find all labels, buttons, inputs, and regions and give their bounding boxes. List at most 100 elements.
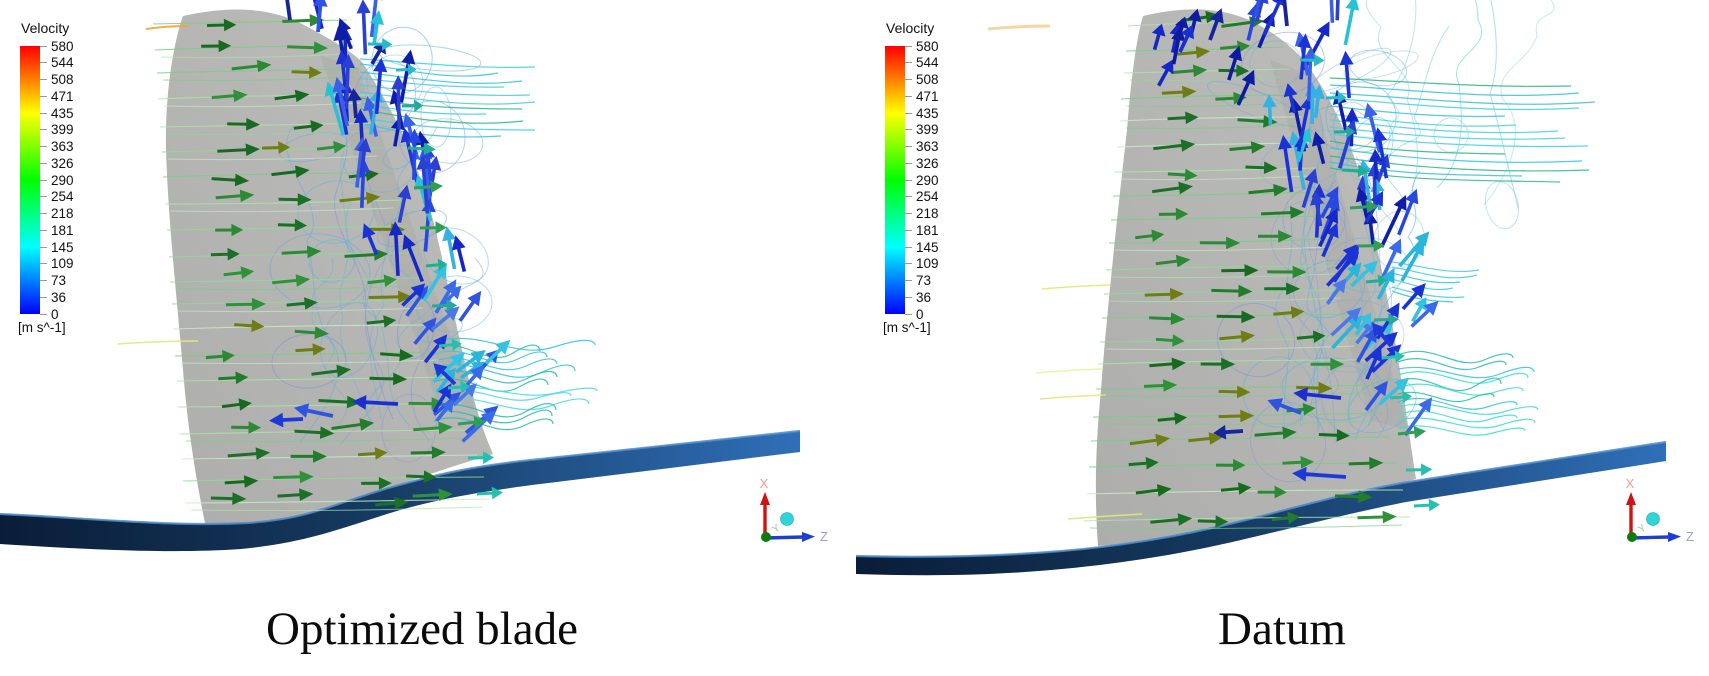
triad-y-label: Y xyxy=(770,522,782,535)
tick-value: 435 xyxy=(916,105,939,121)
tick-value: 508 xyxy=(51,72,74,87)
tick-value: 0 xyxy=(51,306,59,322)
tick-value: 580 xyxy=(51,38,74,54)
triad-z-label: Z xyxy=(820,529,828,544)
legend-tick: 471 xyxy=(905,88,939,104)
tick-dash xyxy=(40,263,47,265)
tick-dash xyxy=(40,229,47,231)
legend-tick: 290 xyxy=(40,172,74,188)
legend-tick: 36 xyxy=(40,289,66,305)
tick-value: 544 xyxy=(916,55,939,71)
legend-tick: 73 xyxy=(40,273,66,289)
triad-x-label: X xyxy=(760,476,769,491)
tick-dash xyxy=(905,112,912,114)
legend-tick: 254 xyxy=(905,189,939,205)
tick-value: 399 xyxy=(916,122,939,138)
triad-z-label: Z xyxy=(1686,529,1694,544)
tick-dash xyxy=(905,280,912,281)
tick-dash xyxy=(905,246,912,248)
caption-datum: Datum xyxy=(1218,603,1346,655)
legend-tick: 508 xyxy=(905,72,939,88)
tick-dash xyxy=(905,129,912,131)
tick-dash xyxy=(40,146,47,147)
tick-value: 218 xyxy=(51,206,74,221)
tick-value: 544 xyxy=(51,55,74,71)
colorbar-legend-right: Velocity 580 544 508 471 435 399 363 326 290 254 2… xyxy=(883,20,993,355)
tick-value: 109 xyxy=(916,256,939,272)
legend-tick: 580 xyxy=(40,38,74,54)
tick-dash xyxy=(40,112,47,114)
blade-surface xyxy=(1095,9,1416,546)
legend-units: [m s^-1] xyxy=(18,320,66,335)
tick-dash xyxy=(905,196,912,198)
tick-value: 109 xyxy=(51,256,74,272)
tick-value: 290 xyxy=(51,172,74,188)
tick-value: 363 xyxy=(916,139,939,154)
legend-tick: 109 xyxy=(40,256,74,272)
legend-units: [m s^-1] xyxy=(883,320,931,335)
legend-title: Velocity xyxy=(886,20,935,36)
tick-value: 36 xyxy=(916,289,932,305)
legend-tick: 181 xyxy=(40,222,74,238)
tick-value: 181 xyxy=(51,222,74,238)
legend-tick: 109 xyxy=(905,256,939,272)
tick-value: 326 xyxy=(51,155,74,171)
tick-dash xyxy=(40,246,47,248)
axis-triad-icon: X Y Z xyxy=(1626,476,1694,544)
hub-band xyxy=(0,431,800,552)
tick-dash xyxy=(40,95,47,97)
legend-tick: 290 xyxy=(905,172,939,188)
tick-value: 73 xyxy=(51,273,67,288)
legend-tick: 435 xyxy=(40,105,74,121)
tick-dash xyxy=(905,79,912,80)
caption-optimized-blade: Optimized blade xyxy=(266,603,578,655)
tick-dash xyxy=(40,313,47,315)
legend-tick: 580 xyxy=(905,38,939,54)
legend-tick: 471 xyxy=(40,88,74,104)
tick-dash xyxy=(905,313,912,315)
legend-tick: 0 xyxy=(40,306,59,322)
legend-tick: 399 xyxy=(40,122,74,138)
tick-dash xyxy=(40,179,47,181)
legend-tick: 544 xyxy=(40,55,74,71)
tick-value: 254 xyxy=(51,189,74,205)
tick-dash xyxy=(905,229,912,231)
tick-dash xyxy=(905,146,912,147)
legend-tick: 435 xyxy=(905,105,939,121)
colorbar-gradient xyxy=(885,46,905,314)
tick-dash xyxy=(905,62,912,64)
tick-value: 435 xyxy=(51,105,74,121)
legend-tick: 363 xyxy=(905,139,939,155)
axis-triad-icon: X Y Z xyxy=(760,476,828,544)
legend-tick: 145 xyxy=(40,239,74,255)
hub-band xyxy=(856,442,1666,576)
tick-dash xyxy=(40,79,47,80)
tick-value: 181 xyxy=(916,222,939,238)
colorbar-legend-left: Velocity 580 544 508 471 435 399 363 326 290 254 2… xyxy=(18,20,128,355)
panel-datum: X Y Z xyxy=(855,0,1694,576)
triad-y-label: Y xyxy=(1636,522,1648,535)
legend-tick: 73 xyxy=(905,273,931,289)
triad-x-label: X xyxy=(1626,476,1635,491)
tick-value: 326 xyxy=(916,155,939,171)
tick-dash xyxy=(905,296,912,298)
tick-value: 399 xyxy=(51,122,74,138)
legend-tick: 181 xyxy=(905,222,939,238)
legend-tick: 326 xyxy=(40,155,74,171)
tick-dash xyxy=(40,196,47,198)
tick-dash xyxy=(40,45,47,47)
tick-dash xyxy=(905,179,912,181)
tick-dash xyxy=(40,129,47,131)
legend-ticks: 580 544 508 471 435 399 363 326 290 254 218 181 145 1… xyxy=(905,20,985,330)
legend-tick: 508 xyxy=(40,72,74,88)
tick-dash xyxy=(905,263,912,265)
tick-value: 363 xyxy=(51,139,74,154)
legend-tick: 145 xyxy=(905,239,939,255)
tick-value: 145 xyxy=(51,239,74,255)
tick-value: 0 xyxy=(916,306,924,322)
blade-surface xyxy=(165,9,493,529)
legend-tick: 544 xyxy=(905,55,939,71)
tick-dash xyxy=(40,213,47,214)
legend-tick: 218 xyxy=(905,206,939,222)
